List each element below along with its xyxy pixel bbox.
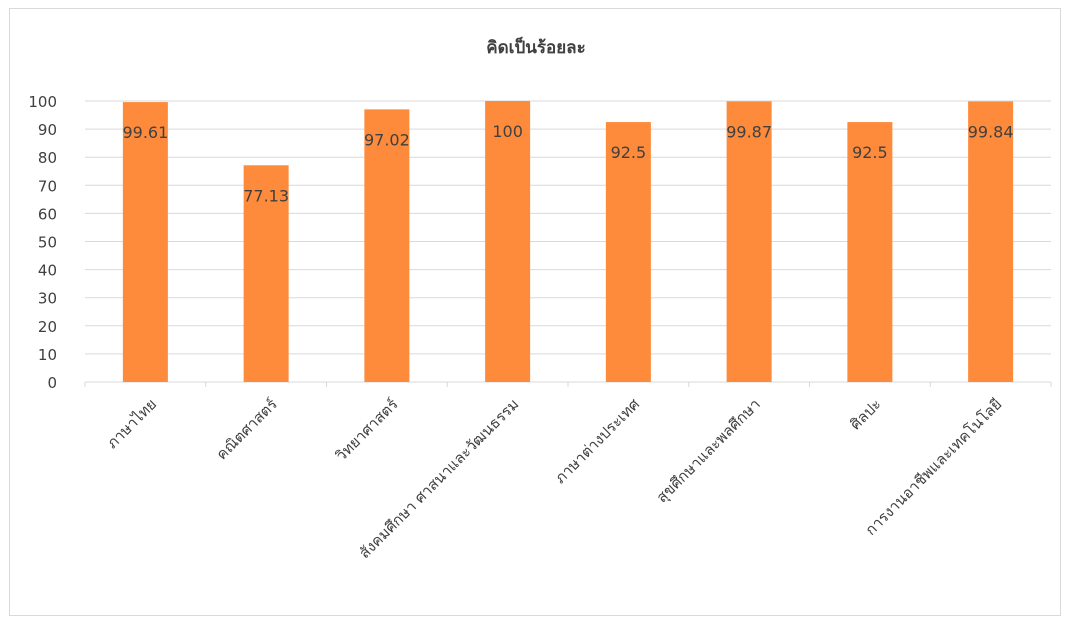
y-tick-label: 20 [38, 318, 57, 336]
bar [485, 101, 531, 382]
data-label: 77.13 [243, 186, 289, 205]
data-labels: 99.61 77.13 97.02 100 92.5 99.87 92.5 99.84 [122, 122, 1013, 205]
y-tick-label: 40 [38, 262, 57, 280]
bars [122, 101, 1014, 383]
data-label: 97.02 [364, 130, 410, 149]
data-label: 99.84 [968, 122, 1014, 141]
x-tick-label: ศิลปะ [846, 395, 884, 433]
y-tick-label: 10 [38, 346, 57, 364]
y-tick-label: 0 [47, 374, 57, 392]
x-tick-label: การงานอาชีพและเทคโนโลยี [862, 395, 1006, 539]
x-tick-label: ภาษาต่างประเทศ [551, 395, 643, 487]
y-tick-label: 30 [38, 290, 57, 308]
x-tick-label: คณิตศาสตร์ [213, 395, 281, 463]
bar [364, 109, 410, 382]
y-tick-label: 50 [38, 234, 57, 252]
data-label: 92.5 [611, 143, 647, 162]
y-tick-label: 80 [38, 149, 57, 167]
x-tick-label: ภาษาไทย [103, 395, 160, 452]
y-tick-label: 100 [28, 93, 57, 111]
chart-title: คิดเป็นร้อยละ [486, 38, 586, 58]
bar [726, 101, 772, 383]
data-label: 99.87 [726, 122, 772, 141]
data-label: 100 [492, 122, 523, 141]
bar [968, 101, 1014, 383]
y-tick-label: 90 [38, 121, 57, 139]
data-label: 92.5 [852, 143, 888, 162]
x-axis-ticks: ภาษาไทย คณิตศาสตร์ วิทยาศาสตร์สังคมศึกษา ศ… [103, 395, 1005, 562]
data-label: 99.61 [122, 123, 168, 142]
x-tick-label: สุขศึกษาและพลศึกษา [653, 395, 765, 507]
y-tick-label: 60 [38, 205, 57, 223]
bar [243, 165, 289, 382]
bar [847, 122, 893, 382]
bar [605, 122, 651, 382]
x-tick-label: วิทยาศาสตร์ [332, 395, 402, 465]
y-axis-ticks: 0 10 20 30 40 50 60 70 80 90 100 [28, 93, 57, 392]
gridlines [84, 100, 1052, 387]
y-tick-label: 70 [38, 177, 57, 195]
bar [122, 102, 168, 383]
